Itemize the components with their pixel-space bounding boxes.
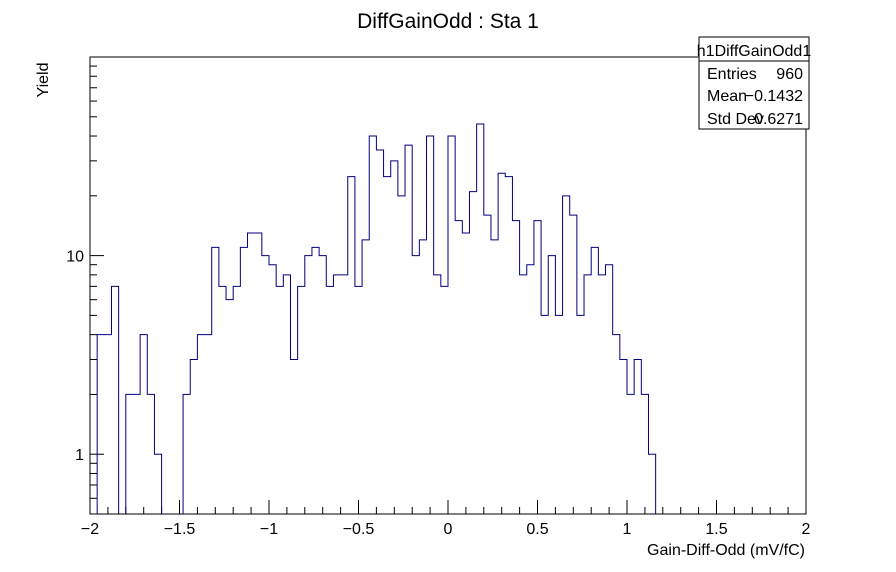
- y-tick-label: 1: [75, 447, 84, 464]
- axis-ticks: −2 −1.5 −1 −0.5 0 0.5 1 1.5 2 1 10: [66, 65, 811, 538]
- x-tick-label: −1.5: [164, 521, 196, 538]
- x-tick-label: −1: [260, 521, 278, 538]
- stats-box: h1DiffGainOdd1 Entries 960 Mean −0.1432 …: [697, 36, 812, 130]
- stats-entries-value: 960: [776, 66, 803, 83]
- stats-stddev-value: 0.6271: [754, 111, 803, 128]
- stats-stddev-label: Std Dev: [707, 111, 764, 128]
- plot-frame: [89, 56, 807, 515]
- x-tick-label: 0.5: [526, 521, 548, 538]
- x-tick-label: 1: [623, 521, 632, 538]
- stats-mean-label: Mean: [707, 88, 747, 105]
- stats-box-frame: [698, 36, 810, 130]
- y-tick-label: 10: [66, 249, 84, 266]
- y-axis-label: Yield: [35, 63, 52, 98]
- histogram-series-line: [96, 123, 657, 514]
- x-tick-label: −0.5: [343, 521, 375, 538]
- x-tick-label: 1.5: [705, 521, 727, 538]
- x-tick-label: 2: [802, 521, 811, 538]
- stats-entries-label: Entries: [707, 66, 757, 83]
- x-tick-label: −2: [81, 521, 99, 538]
- x-axis-label: Gain-Diff-Odd (mV/fC): [647, 542, 805, 559]
- chart-title: DiffGainOdd : Sta 1: [357, 10, 539, 33]
- x-tick-label: 0: [444, 521, 453, 538]
- stats-box-title: h1DiffGainOdd1: [697, 43, 812, 60]
- stats-mean-value: −0.1432: [745, 88, 803, 105]
